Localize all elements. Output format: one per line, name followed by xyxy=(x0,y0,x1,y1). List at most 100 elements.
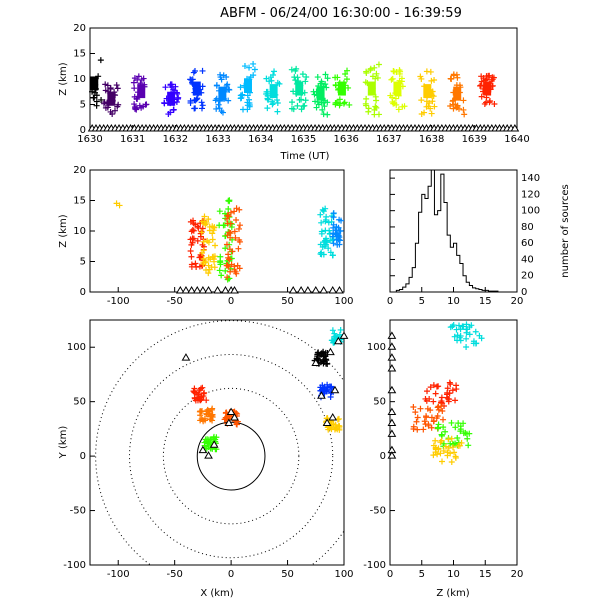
yz-source xyxy=(446,390,453,397)
xz-source xyxy=(194,237,201,244)
xz-ytick-label: 10 xyxy=(73,226,86,237)
plan-ytick-label: 100 xyxy=(67,342,86,353)
yz-source xyxy=(452,424,459,431)
yz-source xyxy=(465,442,472,449)
time-height-source xyxy=(215,101,222,108)
yz-source xyxy=(451,333,458,340)
time-height-source xyxy=(274,108,281,115)
time-height-source xyxy=(199,67,206,74)
yz-xlabel: Z (km) xyxy=(436,588,469,599)
time-height-source xyxy=(167,81,174,88)
time-height-source xyxy=(318,78,325,85)
time-height-source xyxy=(367,65,374,72)
xz-source xyxy=(330,224,337,231)
yz-xtick-label: 0 xyxy=(387,569,393,580)
time-height-source xyxy=(294,102,301,109)
time-height-source xyxy=(332,81,339,88)
yz-source xyxy=(464,326,471,333)
time-height-source xyxy=(237,84,244,91)
yz-xtick-label: 15 xyxy=(479,569,492,580)
time-height-source xyxy=(372,75,379,82)
xz-station-marker xyxy=(319,286,329,294)
xz-source xyxy=(336,228,343,235)
xz-source xyxy=(116,202,123,209)
plan-source xyxy=(323,357,330,364)
time-height-source xyxy=(478,93,485,100)
xz-source xyxy=(216,267,223,274)
xz-source xyxy=(197,253,204,260)
time-height-source xyxy=(324,111,331,118)
histogram-xtick-label: 20 xyxy=(511,296,524,307)
histogram-ytick-label: 0 xyxy=(521,287,527,298)
time-axis-label: Time (UT) xyxy=(280,151,330,162)
time-height-source xyxy=(240,106,247,113)
xz-source xyxy=(188,253,195,260)
time-height-source xyxy=(98,96,105,103)
yz-source xyxy=(452,397,459,404)
plan-source xyxy=(327,393,334,400)
xz-source xyxy=(188,228,195,235)
yz-source xyxy=(455,442,462,449)
xz-source xyxy=(232,234,239,241)
xz-source xyxy=(322,227,329,234)
yz-source xyxy=(417,405,424,412)
time-height-ytick-label: 10 xyxy=(73,74,86,85)
plan-source xyxy=(326,383,333,390)
xz-source xyxy=(226,246,233,253)
xz-ytick-label: 5 xyxy=(80,257,86,268)
xz-station-marker xyxy=(221,286,230,294)
time-height-dense-block xyxy=(483,81,492,96)
xz-source xyxy=(338,217,345,224)
yz-source xyxy=(439,458,446,465)
xz-station-marker xyxy=(296,286,306,294)
time-height-source xyxy=(198,105,205,112)
plan-source xyxy=(337,326,344,333)
xz-station-marker xyxy=(335,286,344,294)
time-height-source xyxy=(289,99,296,106)
xz-source xyxy=(323,238,330,245)
plan-source xyxy=(320,357,327,364)
xz-station-marker xyxy=(204,286,213,294)
xz-station-marker xyxy=(311,286,321,294)
yz-station-marker xyxy=(387,418,397,426)
time-height-source xyxy=(298,96,305,103)
yz-station-marker xyxy=(387,451,397,459)
time-height-source xyxy=(191,68,198,75)
yz-source xyxy=(421,418,428,425)
plan-station-marker xyxy=(326,347,335,356)
time-height-dense-block xyxy=(137,84,146,99)
xz-station-marker xyxy=(198,286,208,294)
yz-source xyxy=(457,423,464,430)
plan-source xyxy=(192,397,199,404)
yz-station-marker xyxy=(387,429,397,437)
plan-ytick-label: 50 xyxy=(73,397,86,408)
time-height-source xyxy=(418,97,425,104)
time-height-source xyxy=(266,78,273,85)
time-height-source xyxy=(488,78,495,85)
time-height-xtick-label: 1636 xyxy=(333,134,358,145)
time-height-source xyxy=(131,75,138,82)
plan-source xyxy=(319,349,326,356)
yz-ytick-label: -100 xyxy=(363,560,386,571)
xz-source xyxy=(317,211,324,218)
plan-source xyxy=(193,391,200,398)
plan-source xyxy=(223,415,230,422)
plan-source xyxy=(198,408,205,415)
time-height-source xyxy=(187,98,194,105)
xz-xtick-label: 50 xyxy=(281,296,294,307)
time-height-source xyxy=(130,79,137,86)
yz-source xyxy=(463,329,470,336)
plan-source xyxy=(234,421,241,428)
xz-source xyxy=(226,256,233,263)
xz-station-marker xyxy=(181,286,191,294)
yz-source xyxy=(430,417,437,424)
time-height-source xyxy=(90,94,97,101)
plan-xlabel: X (km) xyxy=(200,588,233,599)
time-height-dense-block xyxy=(453,86,462,101)
yz-source xyxy=(414,414,421,421)
time-height-source xyxy=(136,102,143,109)
xz-source xyxy=(189,235,196,242)
yz-ytick-label: 100 xyxy=(367,342,386,353)
time-height-source xyxy=(301,102,308,109)
time-height-source xyxy=(288,105,295,112)
